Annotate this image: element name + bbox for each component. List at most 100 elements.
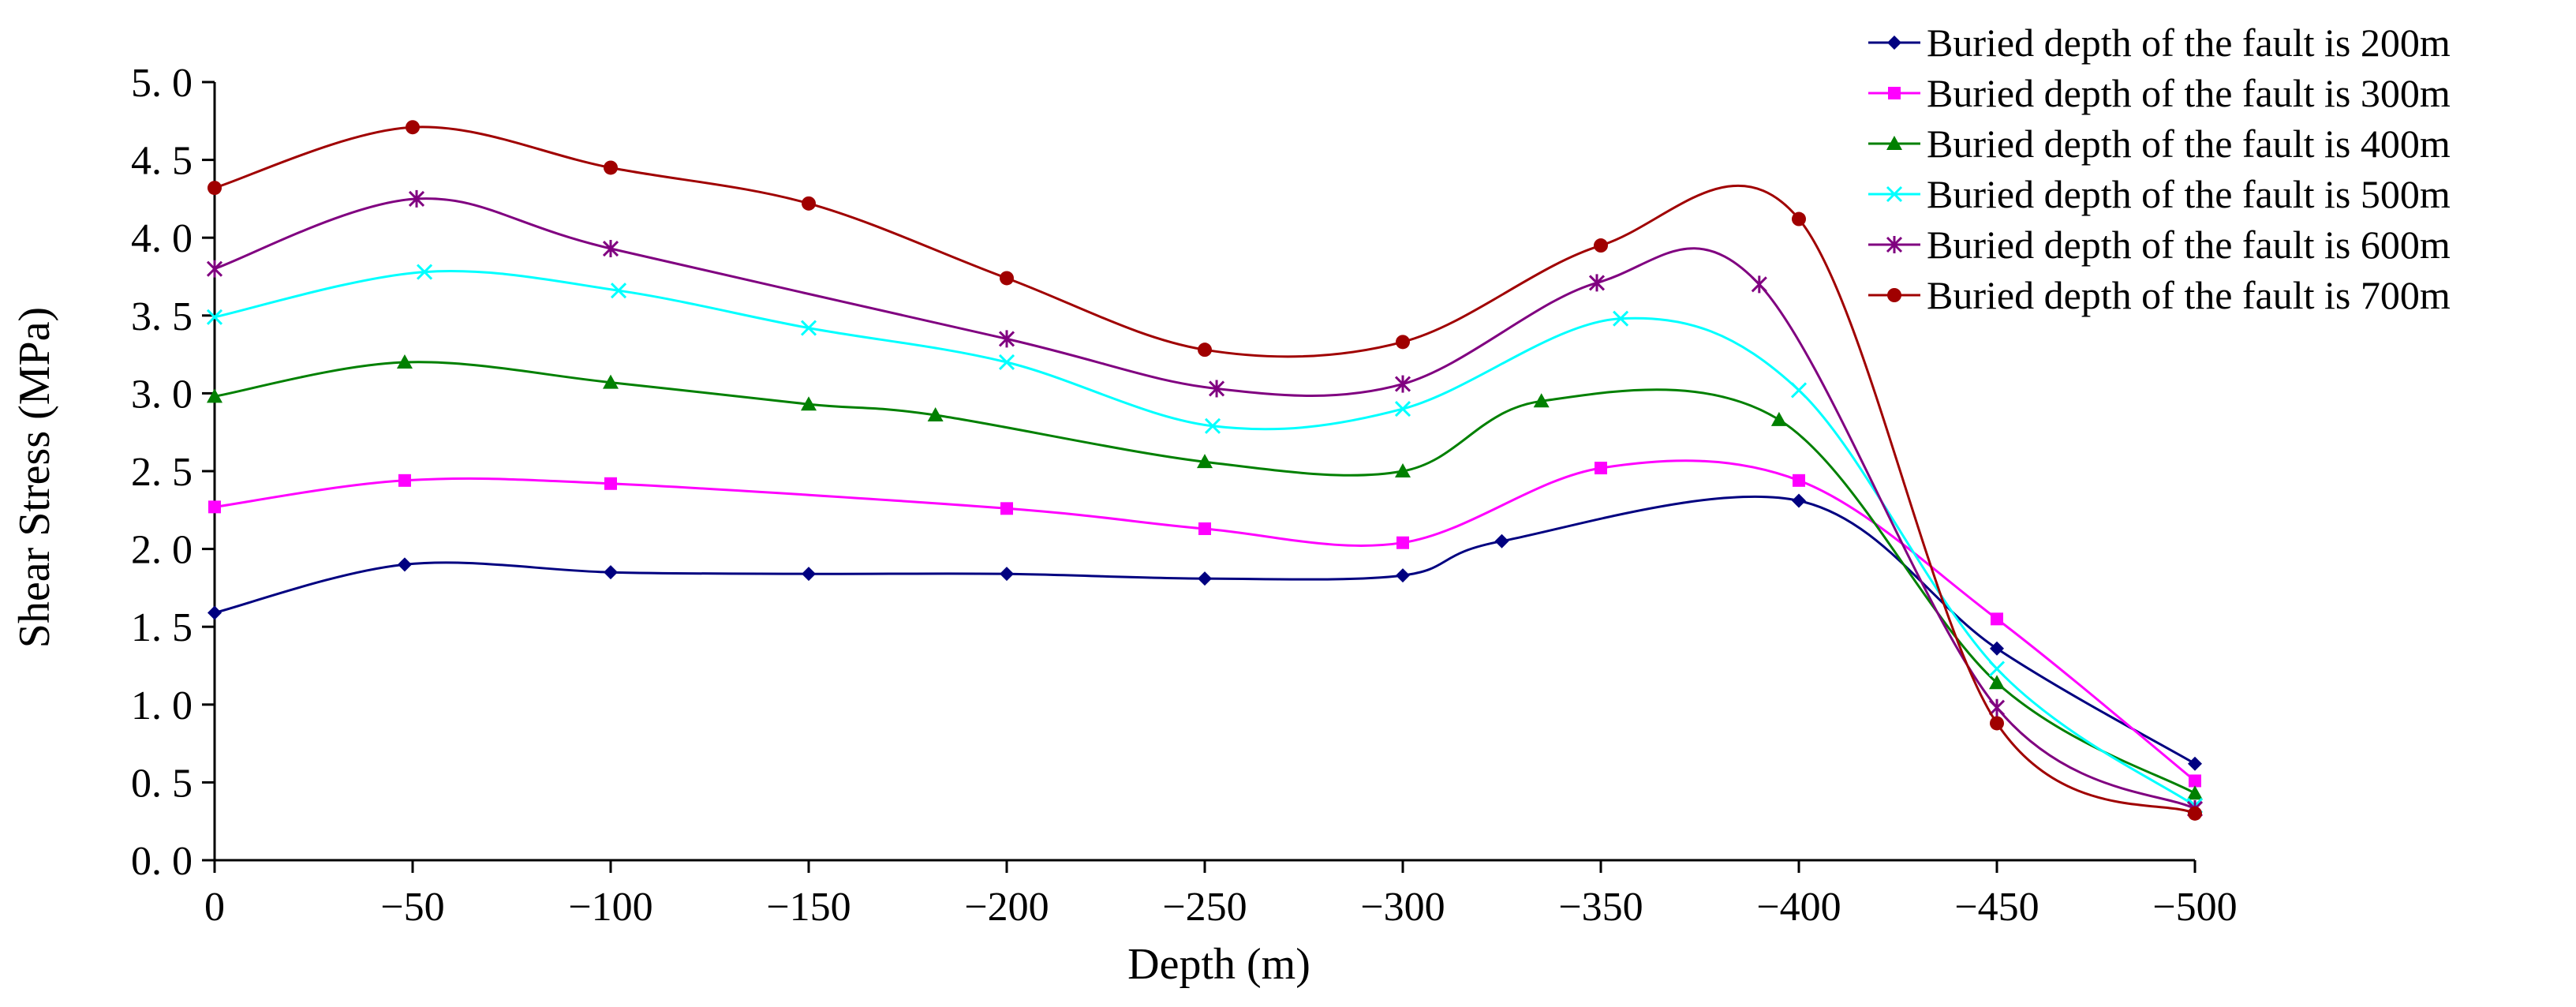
data-point: [396, 354, 413, 369]
data-point: [208, 181, 222, 196]
legend-label: Buried depth of the fault is 300m: [1927, 71, 2451, 115]
legend-item: Buried depth of the fault is 500m: [1868, 172, 2451, 216]
y-tick-label: 2. 0: [131, 528, 193, 573]
series-5: [206, 189, 2204, 818]
legend-marker: [1886, 185, 1903, 203]
legend-item: Buried depth of the fault is 700m: [1868, 273, 2451, 317]
legend-label: Buried depth of the fault is 700m: [1927, 273, 2451, 317]
x-axis-title: Depth (m): [1127, 940, 1310, 989]
x-tick-label: 0: [204, 885, 225, 930]
data-point: [1395, 463, 1411, 477]
data-point: [604, 565, 618, 580]
data-point: [2187, 785, 2203, 800]
x-tick-label: −50: [380, 885, 444, 930]
y-tick-label: 3. 5: [131, 294, 193, 339]
data-point: [1208, 380, 1225, 398]
data-point: [206, 260, 223, 278]
data-point: [1204, 417, 1221, 434]
y-axis-title: Shear Stress (MPa): [10, 307, 59, 648]
data-point: [1533, 393, 1550, 408]
marker-stroke: [1394, 401, 1411, 417]
legend-marker: [1887, 288, 1901, 302]
series-line: [214, 270, 2196, 807]
data-point: [1198, 343, 1212, 358]
data-point: [802, 567, 816, 582]
legend-label: Buried depth of the fault is 200m: [1927, 21, 2451, 65]
data-point: [1751, 275, 1767, 294]
data-point: [998, 354, 1015, 371]
data-point: [1989, 675, 2005, 690]
marker-stroke: [416, 264, 433, 280]
marker-stroke: [1886, 185, 1903, 203]
data-point: [207, 388, 222, 403]
x-tick-label: −100: [568, 885, 652, 930]
data-point: [1197, 454, 1213, 469]
series-6: [208, 120, 2202, 821]
series-line: [214, 197, 2196, 810]
y-tick-label: 2. 5: [131, 450, 193, 495]
marker-stroke: [610, 283, 627, 299]
data-point: [1613, 310, 1629, 327]
series-line: [214, 459, 2196, 782]
data-point: [1594, 238, 1608, 253]
series-3: [207, 354, 2203, 800]
data-point: [1588, 274, 1606, 292]
data-point: [802, 196, 816, 211]
data-point: [801, 396, 817, 411]
data-point: [1198, 522, 1211, 535]
data-point: [2188, 806, 2202, 821]
data-point: [998, 330, 1015, 348]
data-point: [1198, 571, 1212, 586]
marker-stroke: [800, 320, 817, 336]
series-1: [208, 493, 2202, 771]
data-point: [1988, 661, 2006, 677]
marker-stroke: [206, 309, 223, 325]
legend-marker: [1887, 36, 1901, 50]
data-point: [1396, 335, 1410, 350]
data-point: [604, 160, 618, 175]
x-tick-label: −300: [1360, 885, 1445, 930]
legend-item: Buried depth of the fault is 300m: [1868, 71, 2451, 115]
legend: Buried depth of the fault is 200m Buried …: [1868, 21, 2451, 317]
y-tick-label: 4. 5: [131, 139, 193, 184]
y-tick-label: 0. 0: [131, 839, 193, 884]
legend-label: Buried depth of the fault is 400m: [1927, 122, 2451, 166]
series-line: [214, 361, 2196, 795]
data-point: [1792, 212, 1806, 226]
marker-stroke: [1988, 661, 2006, 677]
data-point: [1990, 716, 2004, 731]
x-tick-label: −150: [766, 885, 851, 930]
data-point: [602, 240, 619, 258]
x-tick-label: −500: [2152, 885, 2237, 930]
data-point: [1988, 698, 2006, 717]
legend-item: Buried depth of the fault is 200m: [1868, 21, 2451, 65]
data-point: [1394, 401, 1411, 417]
data-point: [208, 500, 221, 514]
y-tick-label: 1. 5: [131, 605, 193, 650]
data-point: [1494, 533, 1509, 548]
data-point: [208, 605, 222, 620]
marker-stroke: [1204, 417, 1221, 434]
data-point: [2189, 774, 2201, 788]
data-point: [1990, 641, 2004, 656]
data-point: [1792, 493, 1806, 508]
marker-stroke: [1613, 310, 1629, 327]
x-tick-label: −200: [964, 885, 1049, 930]
data-point: [1396, 568, 1410, 583]
legend-marker: [1886, 136, 1902, 150]
data-point: [1991, 612, 2003, 626]
data-point: [206, 309, 223, 325]
data-point: [603, 374, 619, 389]
data-point: [1000, 502, 1013, 515]
series-2: [208, 459, 2201, 788]
data-point: [1394, 375, 1411, 393]
data-point: [1595, 462, 1607, 475]
x-tick-label: −450: [1954, 885, 2039, 930]
data-point: [408, 189, 425, 208]
data-point: [1396, 536, 1409, 549]
legend-marker: [1888, 87, 1901, 99]
data-point: [1793, 474, 1805, 487]
data-point: [2188, 756, 2202, 771]
data-point: [406, 120, 420, 135]
